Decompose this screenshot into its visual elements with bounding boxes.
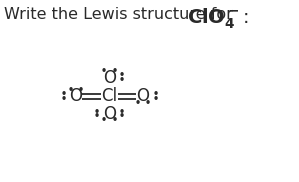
- Text: •: •: [94, 107, 100, 117]
- Text: •: •: [68, 85, 74, 95]
- Text: O: O: [103, 69, 116, 87]
- Text: •: •: [119, 111, 125, 121]
- Text: •: •: [112, 115, 118, 125]
- Text: •: •: [119, 107, 125, 117]
- Text: O: O: [103, 105, 116, 123]
- Text: •: •: [60, 94, 66, 104]
- Text: $\mathbf{ClO_4^-}$:: $\mathbf{ClO_4^-}$:: [187, 7, 248, 31]
- Text: •: •: [101, 66, 107, 76]
- Text: •: •: [152, 94, 158, 104]
- Text: •: •: [60, 89, 66, 99]
- Text: •: •: [112, 66, 118, 76]
- Text: •: •: [119, 70, 125, 80]
- Text: •: •: [145, 98, 151, 108]
- Text: •: •: [101, 115, 107, 125]
- Text: •: •: [94, 111, 100, 121]
- Text: Write the Lewis structure for: Write the Lewis structure for: [4, 7, 238, 22]
- Text: •: •: [135, 98, 141, 108]
- Text: •: •: [119, 75, 125, 85]
- Text: •: •: [78, 85, 84, 95]
- Text: O: O: [136, 87, 149, 105]
- Text: Cl: Cl: [101, 87, 117, 105]
- Text: •: •: [152, 89, 158, 99]
- Text: O: O: [69, 87, 82, 105]
